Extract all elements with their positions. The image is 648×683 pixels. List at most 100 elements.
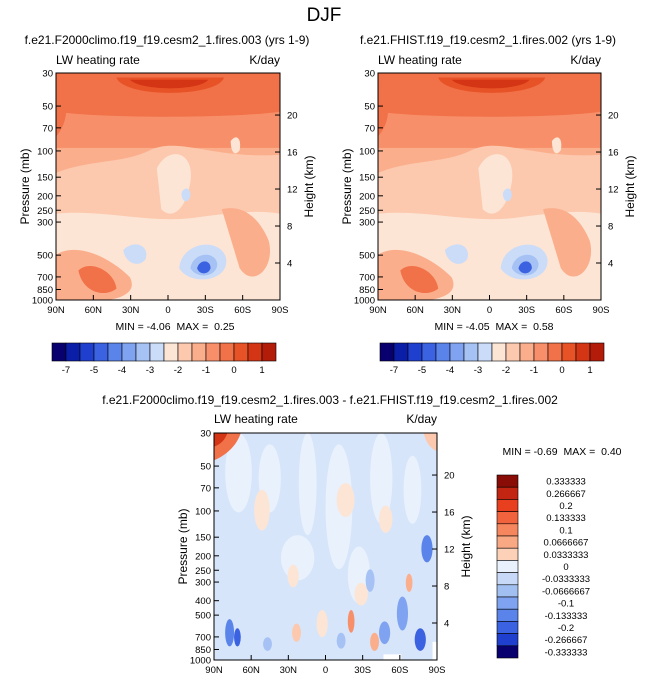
colorbar-top-cell [435,342,451,362]
colorbar-top-cell [163,342,179,362]
colorbar-diff-cell [496,486,519,500]
x-tick-label: 90N [47,305,65,316]
colorbar-top-label: -2 [502,365,510,376]
colorbar-diff-cell [496,596,519,610]
y-right-axis-title: Height (km) [623,155,637,217]
colorbar-top-cell [177,342,193,362]
field-blue-3 [197,261,211,274]
y-tick-label: 850 [37,285,53,296]
x-tick-label: 90S [593,305,610,316]
colorbar-top-cell [561,342,577,362]
diff-red-spot [405,573,413,592]
y-tick-label: 30 [200,429,211,440]
colorbar-diff-cell [496,633,519,647]
y-tick-label: 400 [195,596,211,607]
colorbar-top-cell [65,342,81,362]
colorbar-top-cell [505,342,521,362]
y-tick-label: 300 [195,578,211,589]
colorbar-diff-cell [496,608,519,622]
y-tick-label: 100 [37,146,53,157]
y-right-tick-label: 16 [608,148,619,159]
panel-2: f.e21.FHIST.f19_f19.cesm2_1.fires.002 (y… [340,33,637,333]
y-tick-label: 100 [195,506,211,517]
x-tick-label: 60N [85,305,103,316]
x-tick-label: 60S [234,305,251,316]
y-right-tick-label: 4 [608,259,613,270]
colorbar-top-cell [93,342,109,362]
diff-missing [383,654,402,660]
y-tick-label: 250 [37,206,53,217]
colorbar-diff-cell [496,523,519,537]
colorbar-diff-label: -0.266667 [545,635,588,646]
y-axis-title: Pressure (mb) [176,508,190,584]
x-tick-label: 60N [242,665,260,676]
y-right-tick-label: 20 [608,111,619,122]
x-tick-label: 90N [369,305,387,316]
field-blue-5 [502,188,512,202]
diff-red-patch [254,489,270,531]
x-tick-label: 30S [518,305,535,316]
panel-2-stats: MIN = -4.05 MAX = 0.58 [434,321,553,333]
y-right-tick-label: 20 [444,471,455,482]
diff-red-spot [292,623,301,642]
diff-blue-patch [336,632,346,649]
colorbar-diff-label: 0.133333 [546,513,586,524]
y-tick-label: 30 [364,69,375,80]
colorbar-diff-cell [496,474,519,488]
field-blue-5 [181,188,191,202]
y-tick-label: 850 [359,285,375,296]
field-blue-4 [123,244,147,264]
colorbar-diff-label: 0.333333 [546,477,586,488]
field-upper-4 [129,79,209,89]
colorbar-top-label: -4 [446,365,454,376]
y-tick-label: 150 [359,173,375,184]
colorbar-diff-label: 0.0333333 [544,550,589,561]
y-tick-label: 700 [359,272,375,283]
y-tick-label: 70 [364,123,375,134]
diff-neutral-streak [225,433,252,513]
diff-missing-edge [432,641,437,660]
y-tick-label: 200 [195,551,211,562]
x-tick-label: 0 [165,305,170,316]
x-tick-label: 60N [406,305,424,316]
diff-neutral-streak [370,433,393,524]
colorbar-top-cell [135,342,151,362]
field-light-spot [230,137,241,154]
x-tick-label: 30N [122,305,140,316]
colorbar-top-label: 0 [231,365,236,376]
colorbar-top-label: -4 [118,365,126,376]
colorbar-top-cell [575,342,591,362]
y-right-tick-label: 12 [608,185,619,196]
colorbar-top-cell [533,342,549,362]
diff-red-patch [336,482,355,517]
y-right-axis-title: Height (km) [302,155,316,217]
field-light-spot [551,137,562,154]
field-upper-2 [378,73,601,117]
y-right-tick-label: 8 [444,582,449,593]
colorbar-diff-cell [496,560,519,573]
field-upper-4 [451,79,530,89]
colorbar-top-label: -3 [474,365,482,376]
colorbar-diff-label: 0.0666667 [544,538,589,549]
y-tick-label: 150 [195,533,211,544]
y-tick-label: 700 [37,272,53,283]
x-tick-label: 60S [555,305,572,316]
x-tick-label: 30S [197,305,214,316]
colorbar-top-label: 0 [559,365,564,376]
diff-blue-patch [234,628,241,647]
diff-blue-patch [396,596,409,631]
colorbar-top-cell [261,342,277,362]
diff-red-patch [379,505,393,533]
diff-red-spot [347,610,355,633]
colorbar-diff: 0.3333330.2666670.20.1333330.10.06666670… [496,474,590,658]
diff-blue-patch [379,621,391,645]
y-right-tick-label: 16 [444,508,455,519]
colorbar-diff-label: -0.333333 [545,647,588,658]
panel-3: f.e21.F2000climo.f19_f19.cesm2_1.fires.0… [102,393,621,676]
y-tick-label: 300 [359,218,375,229]
y-right-tick-label: 4 [444,619,449,630]
panel-2-right-label: K/day [570,53,601,67]
colorbar-top-cell [219,342,235,362]
